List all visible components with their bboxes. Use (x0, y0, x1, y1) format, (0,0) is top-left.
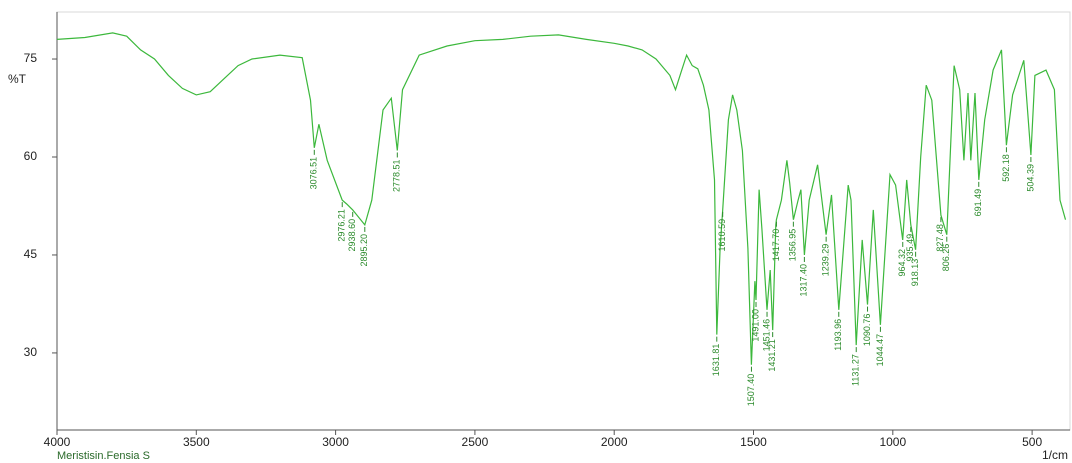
spectrum-line (56, 32, 1067, 365)
y-axis-label: %T (8, 72, 27, 86)
peak-label: 3076.51 (309, 157, 319, 190)
x-tick-label: 1000 (879, 435, 906, 449)
peak-label: 1356.95 (788, 229, 798, 262)
peak-label: 592.18 (1001, 154, 1011, 182)
peak-label: 2895.20 (359, 234, 369, 267)
peak-label: 2778.51 (392, 159, 402, 192)
x-axis-label: 1/cm (1042, 448, 1068, 462)
peak-label: 2938.60 (347, 219, 357, 252)
peak-label: 691.49 (973, 189, 983, 217)
peak-label: 1491.00 (750, 309, 760, 342)
peak-label: 1044.47 (875, 334, 885, 367)
peak-label: 964.32 (897, 249, 907, 277)
caption: Meristisin.Fensia S (57, 450, 150, 462)
peak-label: 2976.21 (337, 209, 347, 242)
peak-label: 1417.70 (771, 229, 781, 262)
peak-label: 1507.40 (746, 374, 756, 407)
peak-label: 504.39 (1025, 164, 1035, 192)
x-tick-label: 4000 (44, 435, 71, 449)
plot-frame (56, 11, 1071, 431)
y-tick-label: 30 (24, 345, 38, 359)
y-tick-label: 45 (24, 247, 38, 261)
peak-label: 1090.76 (862, 314, 872, 347)
peak-label: 1193.96 (833, 319, 843, 351)
peak-label: 1317.40 (799, 264, 809, 297)
peak-label: 827.48 (935, 224, 945, 252)
x-tick-label: 3500 (183, 435, 210, 449)
peak-label: 935.49 (905, 234, 915, 262)
x-tick-label: 2000 (601, 435, 628, 449)
x-tick-label: 1500 (740, 435, 767, 449)
peak-label: 1451.46 (761, 319, 771, 352)
y-tick-label: 75 (24, 51, 38, 65)
peak-label: 918.13 (910, 259, 920, 287)
peak-label: 1131.27 (851, 354, 861, 386)
peak-label: 1239.29 (821, 244, 831, 277)
peak-label: 1631.81 (711, 344, 721, 377)
x-tick-label: 3000 (322, 435, 349, 449)
x-tick-label: 500 (1022, 435, 1042, 449)
peak-label: 1610.59 (717, 219, 727, 252)
x-tick-label: 2500 (462, 435, 489, 449)
y-tick-label: 60 (24, 149, 38, 163)
peak-label: 1431.21 (767, 339, 777, 372)
peak-label: 806.26 (941, 244, 951, 272)
